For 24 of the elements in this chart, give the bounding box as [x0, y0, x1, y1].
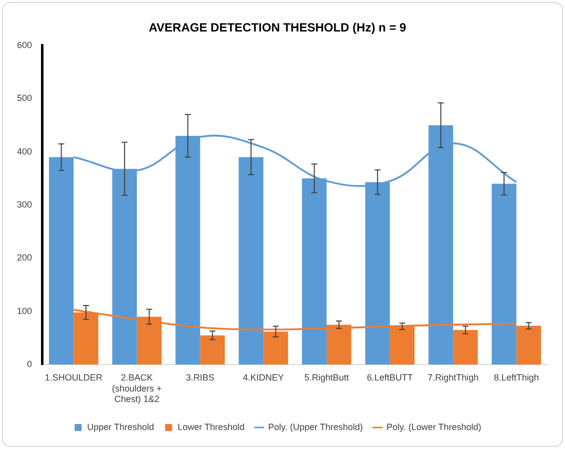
y-tick-label: 300 — [16, 199, 32, 210]
x-tick-label: 5.RightButt — [304, 372, 350, 382]
y-tick-label: 0 — [27, 359, 32, 370]
y-tick-label: 600 — [16, 40, 32, 50]
y-tick-label: 200 — [16, 252, 32, 263]
y-tick-label: 500 — [16, 93, 32, 104]
bar — [238, 157, 264, 365]
x-tick-label: 1.SHOULDER — [44, 372, 103, 382]
bar — [200, 335, 225, 365]
x-tick-label: 7.RightThigh — [428, 372, 479, 382]
chart-title: AVERAGE DETECTION THESHOLD (Hz) n = 9 — [148, 20, 407, 35]
x-tick-label: 6.LeftBUTT — [366, 372, 414, 382]
legend-label: Upper Threshold — [87, 422, 154, 432]
legend-label: Poly. (Upper Threshold) — [268, 422, 363, 432]
legend-label: Lower Threshold — [178, 422, 245, 432]
bar — [453, 330, 478, 365]
y-tick-label: 400 — [16, 146, 32, 156]
x-tick-label: 8.LeftThigh — [494, 372, 539, 382]
y-tick-label: 100 — [16, 306, 32, 316]
x-tick-label: 4.KIDNEY — [242, 372, 284, 382]
x-tick-label: 2.BACK (shoulders + Chest) 1&2 — [112, 372, 162, 404]
bar — [516, 326, 542, 365]
legend-label: Poly. (Lower Threshold) — [386, 422, 482, 432]
x-tick-label: 3.RIBS — [186, 372, 214, 382]
